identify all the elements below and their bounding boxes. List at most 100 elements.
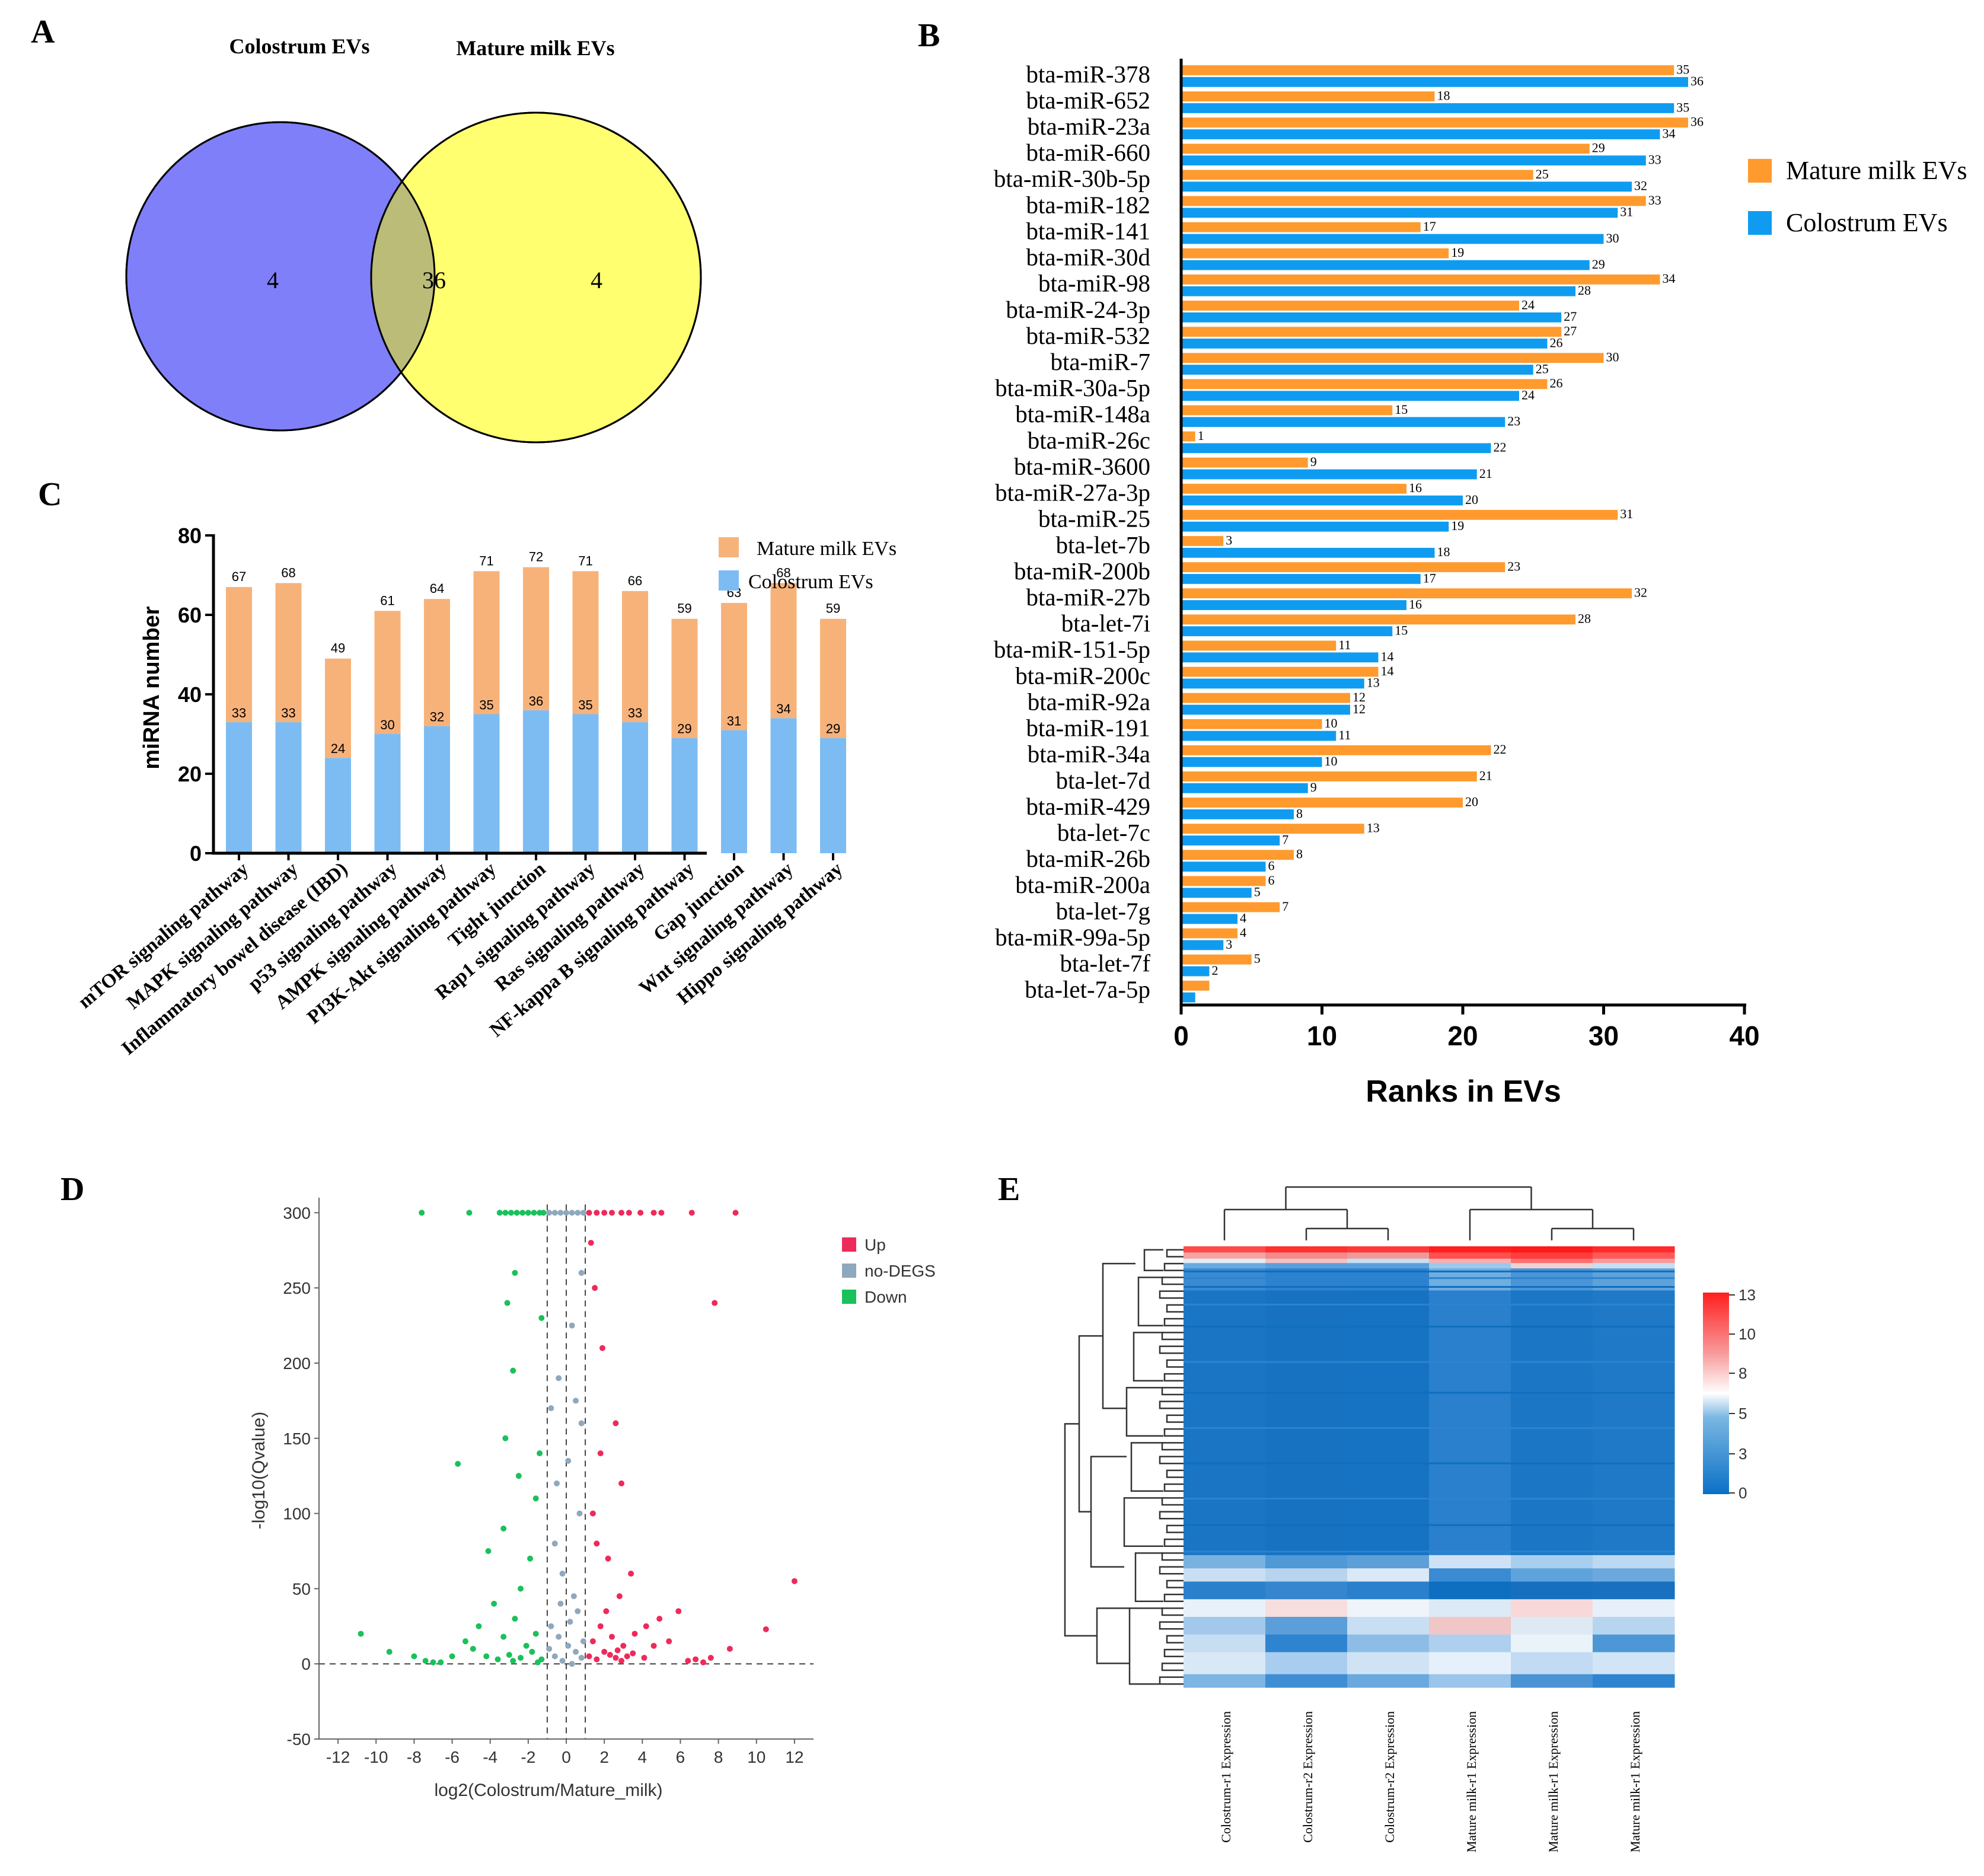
up-point xyxy=(726,1645,733,1652)
bar-value-label: 16 xyxy=(1409,480,1422,495)
down-point xyxy=(515,1473,522,1479)
bar-value-label: 2 xyxy=(1212,963,1219,978)
x-tick-label: -4 xyxy=(483,1748,497,1766)
dendrogram-cluster xyxy=(1123,1497,1163,1547)
no-degs-point xyxy=(565,1642,572,1649)
bar-value-label: 9 xyxy=(1310,454,1317,469)
panel-e-heatmap-cells xyxy=(1184,1246,1675,1688)
mature-milk-bar xyxy=(1181,562,1505,572)
category-label: bta-miR-378 xyxy=(1026,60,1150,88)
category-label: bta-miR-191 xyxy=(1026,714,1150,742)
bar-value-label: 28 xyxy=(1578,611,1591,626)
up-point xyxy=(592,1285,598,1291)
colostrum-value-label: 33 xyxy=(281,706,295,720)
mature-milk-bar xyxy=(1181,771,1477,781)
bar-value-label: 25 xyxy=(1536,361,1549,376)
panel-b-bars: 3536183536342933253233311730192934282427… xyxy=(1181,62,1704,1003)
heatmap-row-stripe xyxy=(1184,1303,1674,1306)
category-label: bta-miR-27a-3p xyxy=(995,479,1150,506)
y-tick-label: 50 xyxy=(292,1580,311,1598)
panel-c-bars: 33 67 33 68 24 49 30 61 32 64 35 71 36 72 35 71 33 66 29 59… xyxy=(226,550,846,853)
heatmap-cell xyxy=(1347,1599,1430,1617)
no-degs-point xyxy=(557,1210,564,1216)
colostrum-bar xyxy=(1181,76,1688,87)
heatmap-row-stripe xyxy=(1184,1285,1674,1288)
dendrogram-cluster xyxy=(1137,1277,1163,1326)
bar-value-label: 33 xyxy=(1648,193,1661,208)
down-point xyxy=(466,1210,473,1216)
bar-value-label: 24 xyxy=(1522,388,1535,403)
up-point xyxy=(599,1345,605,1351)
no-degs-point xyxy=(548,1623,554,1629)
bar-value-label: 26 xyxy=(1550,376,1563,391)
heatmap-cell xyxy=(1265,1581,1348,1600)
no-degs-point xyxy=(575,1210,581,1216)
column-label: Colostrum-r2 Expression xyxy=(1382,1711,1397,1843)
down-point xyxy=(491,1600,497,1607)
heatmap-row-stripe xyxy=(1184,1361,1674,1363)
bar-value-label: 3 xyxy=(1226,937,1232,952)
bar-value-label: 20 xyxy=(1465,492,1478,507)
heatmap-cell xyxy=(1593,1568,1675,1582)
panel-d-y-axis-title: -log10(Qvalue) xyxy=(249,1412,269,1529)
colostrum-bar xyxy=(1181,783,1308,793)
category-label: bta-let-7b xyxy=(1056,531,1150,559)
dendrogram-leaf-pair xyxy=(1161,1332,1184,1341)
x-tick-label: 6 xyxy=(676,1748,685,1766)
colostrum-bar xyxy=(1181,809,1294,819)
no-degs-point xyxy=(546,1210,553,1216)
category-label: bta-miR-7 xyxy=(1050,348,1150,375)
heatmap-cell xyxy=(1429,1252,1511,1259)
mature-milk-bar xyxy=(1181,248,1449,259)
heatmap-cell xyxy=(1593,1290,1675,1556)
venn-right-title: Mature milk EVs xyxy=(456,36,614,60)
heatmap-cell xyxy=(1511,1246,1593,1253)
up-point xyxy=(608,1210,615,1216)
mature-milk-bar xyxy=(1181,614,1575,625)
heatmap-cell xyxy=(1184,1674,1266,1688)
heatmap-cell xyxy=(1593,1674,1675,1688)
heatmap-cell xyxy=(1511,1674,1593,1688)
up-point xyxy=(589,1510,596,1517)
heatmap-cell xyxy=(1593,1258,1675,1264)
up-point xyxy=(620,1642,627,1649)
heatmap-cell xyxy=(1184,1258,1266,1264)
total-value-label: 72 xyxy=(529,550,543,564)
y-tick-label: 150 xyxy=(283,1430,311,1448)
up-point xyxy=(712,1300,718,1306)
heatmap-cell xyxy=(1347,1246,1430,1253)
heatmap-cell xyxy=(1265,1616,1348,1635)
down-point xyxy=(527,1555,534,1562)
bar-value-label: 15 xyxy=(1395,402,1408,417)
colostrum-bar xyxy=(1181,704,1350,715)
mature-milk-bar xyxy=(622,591,648,722)
column-label: Mature milk-r1 Expression xyxy=(1628,1711,1642,1852)
heatmap-row-stripe xyxy=(1184,1550,1674,1553)
category-label: bta-miR-30b-5p xyxy=(994,165,1150,192)
mature-milk-bar xyxy=(1181,876,1266,886)
colostrum-bar xyxy=(1181,652,1379,663)
category-label: bta-miR-660 xyxy=(1026,139,1150,166)
no-degs-point xyxy=(556,1375,562,1382)
heatmap-cell xyxy=(1184,1599,1266,1617)
down-point xyxy=(504,1300,511,1306)
x-tick-label: 30 xyxy=(1589,1020,1619,1051)
total-value-label: 68 xyxy=(776,565,790,580)
legend-label: Down xyxy=(865,1288,907,1306)
category-label: bta-miR-141 xyxy=(1026,217,1150,244)
total-value-label: 64 xyxy=(430,581,444,596)
down-point xyxy=(523,1642,530,1649)
colostrum-bar xyxy=(671,738,698,853)
x-tick-label: 0 xyxy=(562,1748,571,1766)
colostrum-bar xyxy=(275,722,302,853)
heatmap-cell xyxy=(1429,1258,1511,1264)
down-point xyxy=(537,1450,543,1457)
colostrum-bar xyxy=(572,714,599,853)
heatmap-cell xyxy=(1593,1555,1675,1569)
no-degs-point xyxy=(578,1655,585,1661)
category-label: bta-miR-34a xyxy=(1028,741,1150,768)
heatmap-cell xyxy=(1347,1568,1430,1582)
up-point xyxy=(614,1647,621,1654)
column-label: Colostrum-r1 Expression xyxy=(1219,1711,1233,1843)
heatmap-cell xyxy=(1265,1555,1348,1569)
